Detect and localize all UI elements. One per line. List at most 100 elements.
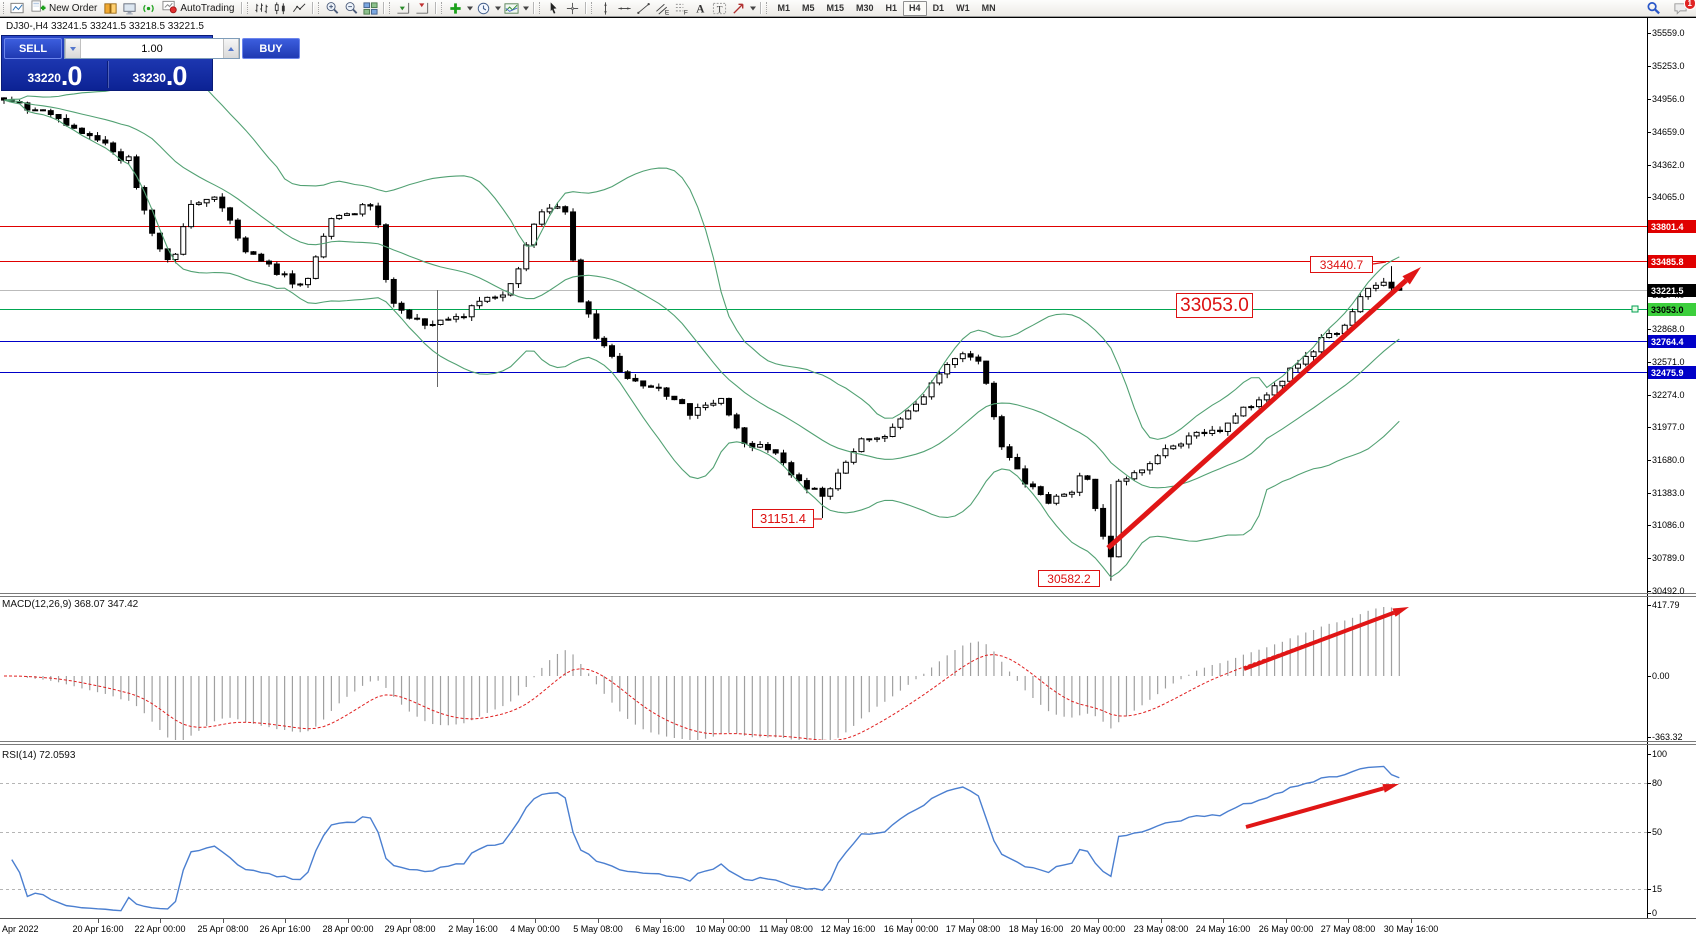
price-level-tag: 33801.4 bbox=[1648, 220, 1696, 233]
rsi-tick: 0 bbox=[1652, 908, 1658, 918]
price-level-tag: 32475.9 bbox=[1648, 366, 1696, 379]
chart-window-icon[interactable] bbox=[8, 1, 27, 16]
price-annotation[interactable]: 30582.2 bbox=[1038, 570, 1100, 587]
price-tick: 34956.0 bbox=[1652, 94, 1685, 104]
macd-tick: 417.79 bbox=[1652, 600, 1680, 610]
timeframe-button-m5[interactable]: M5 bbox=[801, 3, 815, 13]
svg-text:E: E bbox=[665, 9, 670, 15]
bollinger-bands bbox=[3, 59, 1400, 578]
buy-button[interactable]: BUY bbox=[242, 38, 300, 59]
macd-indicator-label: MACD(12,26,9) 368.07 347.42 bbox=[2, 599, 139, 610]
notifications-icon[interactable]: 1 bbox=[1671, 0, 1696, 16]
periods-icon[interactable] bbox=[474, 1, 493, 16]
price-tick: 32571.0 bbox=[1652, 357, 1685, 367]
zoom-in-icon[interactable] bbox=[323, 1, 342, 16]
timeframe-button-d1[interactable]: D1 bbox=[932, 3, 945, 13]
time-axis-label: 11 May 08:00 bbox=[759, 924, 813, 934]
price-tick: 32274.0 bbox=[1652, 390, 1685, 400]
rsi-tick: 50 bbox=[1652, 827, 1663, 837]
toolbar-group-handle bbox=[539, 2, 542, 14]
time-axis-label: 24 May 16:00 bbox=[1195, 924, 1251, 934]
price-annotation[interactable]: 33440.7 bbox=[1310, 256, 1373, 273]
timeframe-button-h1[interactable]: H1 bbox=[885, 3, 898, 13]
time-axis-label: 18 May 16:00 bbox=[1008, 924, 1064, 934]
toolbar-group-handle bbox=[247, 2, 250, 14]
vertical-line-tool-icon[interactable] bbox=[596, 1, 615, 16]
bar-chart-icon[interactable] bbox=[252, 1, 271, 16]
text-label-tool-icon[interactable]: T bbox=[710, 1, 729, 16]
price-tick: 31977.0 bbox=[1652, 422, 1685, 432]
price-level-tag: 33485.8 bbox=[1648, 255, 1696, 268]
toolbar-separator bbox=[312, 2, 314, 14]
auto-scroll-icon[interactable] bbox=[394, 1, 413, 16]
arrows-tool-icon[interactable] bbox=[729, 1, 748, 16]
one-click-trading-panel: SELL BUY 33220.0 33230.0 bbox=[1, 35, 300, 91]
price-tick: 31680.0 bbox=[1652, 455, 1685, 465]
new-order-button[interactable]: New Order bbox=[27, 0, 101, 16]
time-axis-label: 17 May 08:00 bbox=[945, 924, 1001, 934]
volume-increase-button[interactable] bbox=[223, 39, 239, 58]
timeframe-button-m15[interactable]: M15 bbox=[826, 3, 845, 13]
price-level-tag: 33221.5 bbox=[1648, 284, 1696, 297]
triangle-down-icon bbox=[70, 46, 76, 51]
svg-text:A: A bbox=[697, 3, 706, 15]
periods-dropdown-caret[interactable] bbox=[493, 4, 502, 12]
equidistant-channel-tool-icon[interactable]: E bbox=[653, 1, 672, 16]
crosshair-tool-icon[interactable] bbox=[563, 1, 582, 16]
candlestick-chart-icon[interactable] bbox=[271, 1, 290, 16]
indicators-dropdown-caret[interactable] bbox=[465, 4, 474, 12]
price-level-tag: 32764.4 bbox=[1648, 335, 1696, 348]
new-order-button-label: New Order bbox=[49, 2, 98, 14]
time-axis-label: 16 May 00:00 bbox=[883, 924, 939, 934]
fibonacci-tool-icon[interactable]: F bbox=[672, 1, 691, 16]
toolbar-separator bbox=[241, 2, 243, 14]
ask-price[interactable]: 33230.0 bbox=[132, 61, 188, 91]
arrows-tool-dropdown-caret[interactable] bbox=[748, 4, 757, 12]
price-annotation[interactable]: 31151.4 bbox=[752, 509, 814, 528]
time-axis-label: 12 May 16:00 bbox=[820, 924, 876, 934]
history-center-icon[interactable] bbox=[101, 1, 120, 16]
timeframe-button-m30[interactable]: M30 bbox=[856, 3, 874, 13]
signals-icon[interactable] bbox=[139, 1, 158, 16]
macd-tick: 0.00 bbox=[1652, 671, 1670, 681]
rsi-tick: 15 bbox=[1652, 884, 1663, 894]
time-axis-label: 29 Apr 08:00 bbox=[384, 924, 436, 934]
search-icon[interactable] bbox=[1644, 1, 1663, 16]
macd-indicator bbox=[3, 607, 1400, 740]
bid-price[interactable]: 33220.0 bbox=[27, 61, 83, 91]
timeframe-button-h4[interactable]: H4 bbox=[903, 0, 927, 16]
toolbar-group-handle bbox=[318, 2, 321, 14]
trade-panel-price-row: 33220.0 33230.0 bbox=[2, 60, 212, 91]
price-tick: 34362.0 bbox=[1652, 160, 1685, 170]
volume-input[interactable] bbox=[81, 39, 223, 58]
text-tool-icon[interactable]: A bbox=[691, 1, 710, 16]
trendline-tool-icon[interactable] bbox=[634, 1, 653, 16]
line-chart-icon[interactable] bbox=[290, 1, 309, 16]
volume-decrease-button[interactable] bbox=[65, 39, 81, 58]
price-tick: 34065.0 bbox=[1652, 192, 1685, 202]
horizontal-line-tool-icon[interactable] bbox=[615, 1, 634, 16]
indicators-icon[interactable] bbox=[446, 1, 465, 16]
chart-ohlc-title: DJ30-,H4 33241.5 33241.5 33218.5 33221.5 bbox=[6, 21, 204, 32]
timeframe-button-m1[interactable]: M1 bbox=[777, 3, 790, 13]
volume-stepper[interactable] bbox=[64, 38, 240, 59]
tile-windows-icon[interactable] bbox=[361, 1, 380, 16]
sell-button[interactable]: SELL bbox=[4, 38, 62, 59]
rsi-indicator-label: RSI(14) 72.0593 bbox=[2, 750, 76, 761]
price-tick: 30789.0 bbox=[1652, 553, 1685, 563]
time-axis-label: 30 May 16:00 bbox=[1383, 924, 1439, 934]
templates-icon[interactable] bbox=[502, 1, 521, 16]
cursor-tool-icon[interactable] bbox=[544, 1, 563, 16]
terminal-icon[interactable] bbox=[120, 1, 139, 16]
chart-shift-icon[interactable] bbox=[413, 1, 432, 16]
toolbar-separator bbox=[383, 2, 385, 14]
templates-dropdown-caret[interactable] bbox=[521, 4, 530, 12]
timeframe-button-mn[interactable]: MN bbox=[981, 3, 996, 13]
price-annotation[interactable]: 33053.0 bbox=[1176, 293, 1253, 318]
timeframe-button-w1[interactable]: W1 bbox=[956, 3, 970, 13]
toolbar-group-handle bbox=[3, 2, 6, 14]
autotrading-button[interactable]: AutoTrading bbox=[158, 0, 238, 16]
zoom-out-icon[interactable] bbox=[342, 1, 361, 16]
